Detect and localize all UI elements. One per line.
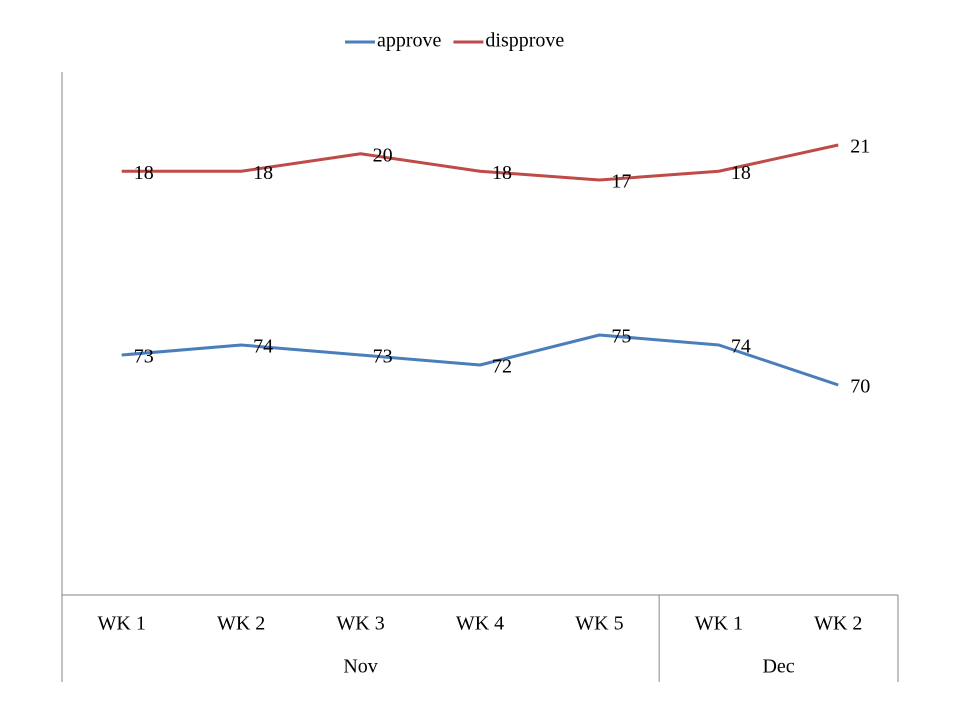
data-label: 18 [492, 162, 512, 184]
series-line [121, 333, 839, 387]
data-label: 73 [134, 346, 154, 368]
x-tick-label: WK 3 [336, 613, 384, 635]
data-label: 74 [731, 336, 751, 358]
legend-label: approve [377, 30, 442, 52]
data-label: 73 [373, 346, 393, 368]
x-tick-label: WK 4 [456, 613, 504, 635]
data-label: 70 [850, 376, 870, 398]
data-label: 18 [731, 162, 751, 184]
x-tick-label: WK 1 [98, 613, 146, 635]
data-label: 21 [850, 136, 870, 158]
x-group-label: Nov [343, 656, 377, 678]
x-tick-label: WK 2 [217, 613, 265, 635]
x-tick-label: WK 2 [814, 613, 862, 635]
data-label: 75 [611, 326, 631, 348]
data-label: 74 [253, 336, 273, 358]
data-label: 18 [134, 162, 154, 184]
x-tick-label: WK 5 [575, 613, 623, 635]
data-label: 17 [611, 171, 631, 193]
series-line [121, 143, 839, 182]
x-group-label: Dec [762, 656, 794, 678]
legend-label: dispprove [485, 30, 564, 52]
x-tick-label: WK 1 [695, 613, 743, 635]
data-label: 18 [253, 162, 273, 184]
data-label: 20 [373, 144, 393, 166]
data-label: 72 [492, 356, 512, 378]
